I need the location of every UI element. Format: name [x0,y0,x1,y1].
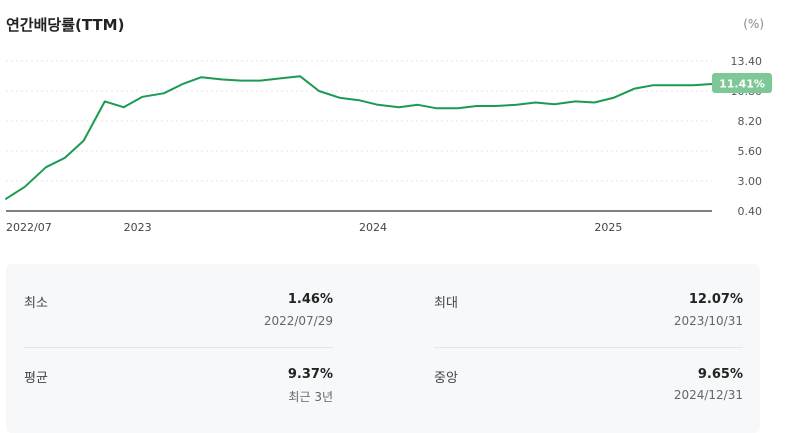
x-tick-label: 2022/07 [6,221,52,234]
y-tick-label: 13.40 [731,55,763,68]
stat-avg-value: 9.37% [287,367,333,382]
y-tick-label: 8.20 [738,115,763,128]
dividend-yield-chart[interactable]: 13.4010.808.205.603.000.402022/072023202… [0,0,786,260]
divider-left [24,347,333,348]
unit-label: (%) [743,17,764,31]
y-tick-label: 3.00 [738,175,763,188]
last-value-label: 11.41% [719,77,765,90]
stats-panel: 최소 1.46% 2022/07/29 최대 12.07% 2023/10/31… [6,264,760,433]
series-line [5,75,713,200]
stat-avg-label: 평균 [24,371,48,386]
stat-min-label: 최소 [24,296,48,311]
x-tick-label: 2023 [124,221,152,234]
stat-median-label: 중앙 [434,371,458,386]
last-value-badge [712,72,772,93]
stat-min-date: 2022/07/29 [263,314,333,328]
stat-median-value: 9.65% [697,367,743,382]
x-tick-label: 2024 [359,221,387,234]
stat-median-date: 2024/12/31 [673,388,743,402]
y-tick-label: 0.40 [738,205,763,218]
stat-min-value: 1.46% [287,292,333,307]
stat-avg-period: 최근 3년 [288,390,333,404]
x-tick-label: 2025 [594,221,622,234]
divider-right [434,347,743,348]
chart-title: 연간배당률(TTM) [6,16,125,34]
y-tick-label: 5.60 [738,145,763,158]
stat-max-label: 최대 [434,296,458,311]
stat-max-date: 2023/10/31 [673,314,743,328]
stat-max-value: 12.07% [688,292,743,307]
